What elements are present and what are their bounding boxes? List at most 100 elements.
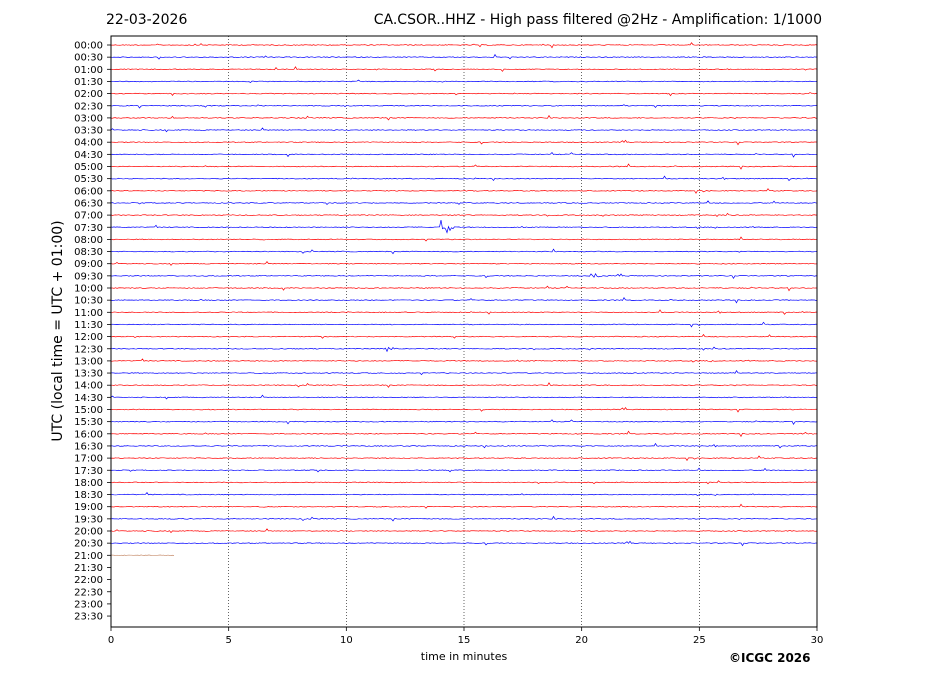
y-tick-label: 13:00 — [74, 356, 103, 367]
trace-0130 — [110, 79, 818, 84]
y-tick-label: 12:00 — [74, 332, 103, 343]
x-tick-label: 15 — [458, 635, 471, 646]
y-tick-label: 02:00 — [74, 89, 103, 100]
y-tick-label: 20:00 — [74, 527, 103, 538]
trace-0630 — [110, 200, 818, 206]
y-tick-label: 01:30 — [74, 77, 103, 88]
x-axis-ticks: 0 5 10 15 20 25 30 — [108, 627, 824, 646]
y-tick-label: 07:00 — [74, 211, 103, 222]
trace-1800 — [110, 480, 818, 485]
y-tick-label: 16:30 — [74, 441, 103, 452]
trace-1400 — [110, 382, 818, 388]
y-tick-label: 18:30 — [74, 490, 103, 501]
trace-1330 — [110, 370, 818, 376]
y-tick-label: 23:00 — [74, 599, 103, 610]
seismogram-traces — [110, 42, 818, 557]
y-tick-label: 02:30 — [74, 101, 103, 112]
trace-1900 — [110, 503, 818, 509]
y-tick-label: 06:30 — [74, 198, 103, 209]
trace-1430 — [110, 394, 818, 400]
x-axis-label: time in minutes — [421, 650, 508, 663]
trace-0030 — [110, 53, 818, 60]
vertical-gridlines — [228, 36, 700, 627]
y-tick-label: 00:30 — [74, 53, 103, 64]
trace-1000 — [110, 285, 818, 292]
y-tick-label: 17:30 — [74, 466, 103, 477]
y-tick-label: 12:30 — [74, 344, 103, 355]
y-tick-label: 23:30 — [74, 612, 103, 623]
trace-2000 — [110, 528, 818, 534]
x-tick-label: 30 — [811, 635, 824, 646]
trace-0700 — [110, 212, 818, 218]
trace-0600 — [110, 188, 818, 194]
trace-2030 — [110, 540, 818, 547]
y-tick-label: 20:30 — [74, 539, 103, 550]
y-tick-label: 14:30 — [74, 393, 103, 404]
y-tick-label: 01:00 — [74, 65, 103, 76]
trace-1500 — [110, 407, 818, 413]
x-tick-label: 0 — [108, 635, 114, 646]
plot-date: 22-03-2026 — [106, 12, 188, 28]
y-tick-label: 05:00 — [74, 162, 103, 173]
y-tick-label: 13:30 — [74, 369, 103, 380]
y-tick-label: 19:00 — [74, 502, 103, 513]
y-tick-label: 19:30 — [74, 514, 103, 525]
trace-1100 — [110, 309, 818, 315]
y-tick-label: 04:00 — [74, 138, 103, 149]
y-tick-label: 08:00 — [74, 235, 103, 246]
trace-1630 — [110, 442, 818, 449]
y-tick-label: 09:30 — [74, 271, 103, 282]
trace-0430 — [110, 151, 818, 158]
trace-0200 — [110, 92, 818, 97]
y-tick-label: 17:00 — [74, 454, 103, 465]
y-tick-label: 03:30 — [74, 126, 103, 137]
y-tick-label: 08:30 — [74, 247, 103, 258]
trace-0800 — [110, 236, 818, 242]
y-tick-label: 00:00 — [74, 41, 103, 52]
trace-0730 — [110, 220, 818, 234]
y-tick-label: 15:00 — [74, 405, 103, 416]
trace-1730 — [110, 467, 818, 473]
y-tick-label: 09:00 — [74, 259, 103, 270]
y-tick-label: 21:30 — [74, 563, 103, 574]
y-tick-label: 22:30 — [74, 587, 103, 598]
trace-0330 — [110, 127, 818, 133]
trace-0500 — [110, 163, 818, 170]
trace-1130 — [110, 321, 818, 328]
x-tick-label: 10 — [340, 635, 353, 646]
x-tick-label: 20 — [575, 635, 588, 646]
trace-0930 — [110, 272, 818, 279]
y-tick-label: 11:00 — [74, 308, 103, 319]
y-tick-label: 06:00 — [74, 186, 103, 197]
trace-1030 — [110, 296, 818, 304]
trace-1700 — [110, 455, 818, 462]
trace-1930 — [110, 515, 818, 522]
y-tick-label: 05:30 — [74, 174, 103, 185]
y-tick-label: 14:00 — [74, 381, 103, 392]
trace-0400 — [110, 139, 818, 146]
y-tick-label: 04:30 — [74, 150, 103, 161]
y-tick-label: 11:30 — [74, 320, 103, 331]
y-tick-label: 15:30 — [74, 417, 103, 428]
y-tick-label: 10:30 — [74, 296, 103, 307]
y-tick-label: 18:00 — [74, 478, 103, 489]
plot-title: CA.CSOR..HHZ - High pass filtered @2Hz -… — [373, 12, 822, 28]
trace-1600 — [110, 430, 818, 438]
trace-1200 — [110, 333, 818, 339]
y-tick-label: 21:00 — [74, 551, 103, 562]
trace-1530 — [110, 419, 818, 426]
trace-0000 — [110, 42, 818, 49]
copyright-label: ©ICGC 2026 — [729, 651, 811, 665]
y-tick-label: 10:00 — [74, 284, 103, 295]
trace-1830 — [110, 492, 818, 497]
trace-1230 — [110, 346, 818, 353]
trace-0100 — [110, 66, 818, 72]
trace-2100 — [110, 554, 175, 557]
trace-0230 — [110, 104, 818, 109]
trace-1300 — [110, 358, 818, 363]
trace-0530 — [110, 175, 818, 182]
x-tick-label: 25 — [693, 635, 706, 646]
trace-0830 — [110, 248, 818, 255]
